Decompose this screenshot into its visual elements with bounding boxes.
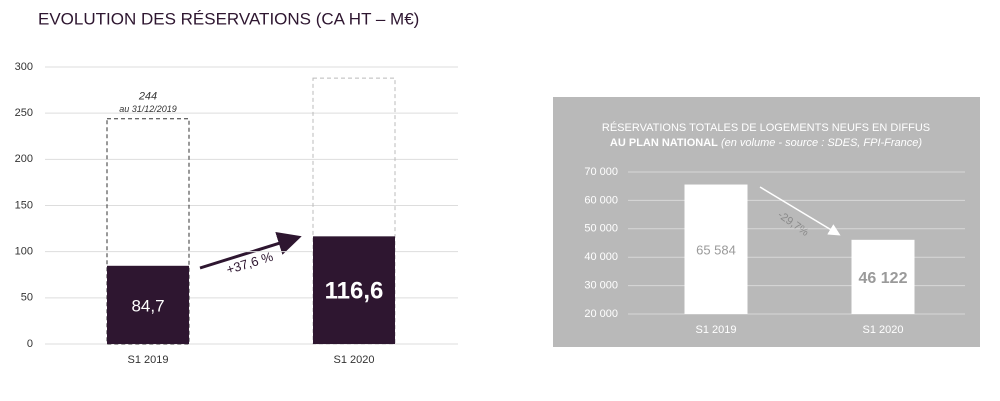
y-tick-label: 30 000 [584,280,618,292]
x-tick-label: S1 2020 [334,354,375,366]
y-tick-label: 50 000 [584,223,618,235]
y-tick-label: 60 000 [584,194,618,206]
y-tick-label: 0 [27,338,33,350]
y-tick-label: 300 [15,61,33,73]
bar [313,236,395,344]
value-label: 116,6 [325,278,384,305]
y-tick-label: 20 000 [584,308,618,320]
x-tick-label: S1 2020 [863,324,904,336]
arrow [759,186,841,236]
outline-label: 244 [138,91,157,103]
y-tick-label: 40 000 [584,251,618,263]
arrow [199,231,302,270]
panel-subtitle: (en volume - source : SDES, FPI-France) [721,137,922,149]
panel-title-2: AU PLAN NATIONAL (en volume - source : S… [610,137,922,149]
panel-title-bold: AU PLAN NATIONAL [610,137,718,149]
value-label: 46 122 [859,270,908,287]
value-label: 84,7 [131,296,164,315]
y-tick-label: 100 [15,246,33,258]
x-tick-label: S1 2019 [696,324,737,336]
y-tick-label: 250 [15,107,33,119]
y-tick-label: 200 [15,153,33,165]
value-label: 65 584 [696,243,736,258]
x-tick-label: S1 2019 [128,354,169,366]
bar [107,265,189,344]
y-tick-label: 150 [15,199,33,211]
bar [684,184,748,314]
y-tick-label: 50 [21,292,33,304]
panel-title: RÉSERVATIONS TOTALES DE LOGEMENTS NEUFS … [602,121,930,134]
bar [851,239,915,314]
slide-title: EVOLUTION DES RÉSERVATIONS (CA HT – M€) [38,9,419,28]
y-tick-label: 70 000 [584,166,618,178]
outline-note: au 31/12/2019 [119,104,177,114]
